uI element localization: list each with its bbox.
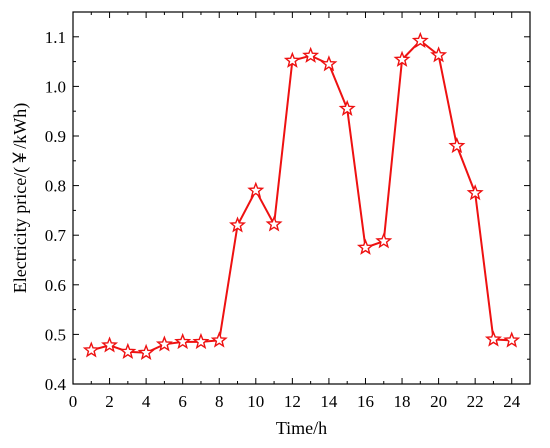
data-point-star <box>137 343 155 360</box>
y-tick-label: 1.1 <box>45 28 66 47</box>
data-point-star <box>375 232 393 249</box>
y-axis-label: Electricity price/(￥/kWh) <box>10 103 31 293</box>
data-point-star <box>448 136 466 154</box>
y-tick-label: 0.9 <box>45 127 66 146</box>
x-tick-label: 14 <box>320 392 338 411</box>
data-point-star <box>247 181 265 198</box>
data-point-star <box>466 184 484 201</box>
data-point-star <box>430 46 448 63</box>
data-point-star <box>210 331 228 348</box>
data-point-star <box>192 332 210 350</box>
data-point-star <box>411 31 429 49</box>
data-point-star <box>393 50 411 67</box>
plot-border <box>72 11 531 385</box>
x-axis-label: Time/h <box>276 418 327 438</box>
x-tick-label: 10 <box>247 392 264 411</box>
data-point-star <box>338 99 356 116</box>
x-tick-label: 22 <box>467 392 484 411</box>
x-tick-label: 4 <box>142 392 151 411</box>
data-point-star <box>503 331 521 348</box>
data-point-star <box>229 216 247 233</box>
x-tick-label: 8 <box>215 392 224 411</box>
x-axis-ticks: 0 2 4 6 8 10 12 14 16 18 20 22 24 <box>69 12 521 411</box>
data-point-star <box>119 342 137 359</box>
y-tick-label: 0.8 <box>45 177 66 196</box>
x-tick-label: 0 <box>69 392 78 411</box>
data-point-star <box>356 238 374 255</box>
data-point-star <box>320 55 338 72</box>
y-tick-label: 1.0 <box>45 77 66 96</box>
data-point-star <box>265 215 283 232</box>
x-tick-label: 2 <box>105 392 114 411</box>
x-tick-label: 18 <box>394 392 411 411</box>
y-tick-label: 0.5 <box>45 325 66 344</box>
data-point-star <box>82 341 100 358</box>
data-point-star <box>283 51 301 68</box>
x-tick-label: 20 <box>430 392 447 411</box>
data-point-star <box>174 332 192 350</box>
data-point-star <box>101 336 119 353</box>
price-line <box>91 39 512 354</box>
x-tick-label: 6 <box>178 392 187 411</box>
data-point-star <box>155 335 173 352</box>
y-axis-ticks: 0.4 0.5 0.6 0.7 0.8 0.9 1.0 1.1 <box>45 28 530 394</box>
data-point-star <box>484 330 502 347</box>
y-tick-label: 0.7 <box>45 226 67 245</box>
data-point-star <box>302 46 320 63</box>
x-tick-label: 16 <box>357 392 374 411</box>
plot-frame <box>72 11 531 385</box>
x-tick-label: 12 <box>284 392 301 411</box>
y-tick-label: 0.6 <box>45 276 66 295</box>
price-series <box>82 31 521 360</box>
y-tick-label: 0.4 <box>45 375 67 394</box>
x-tick-label: 24 <box>503 392 521 411</box>
